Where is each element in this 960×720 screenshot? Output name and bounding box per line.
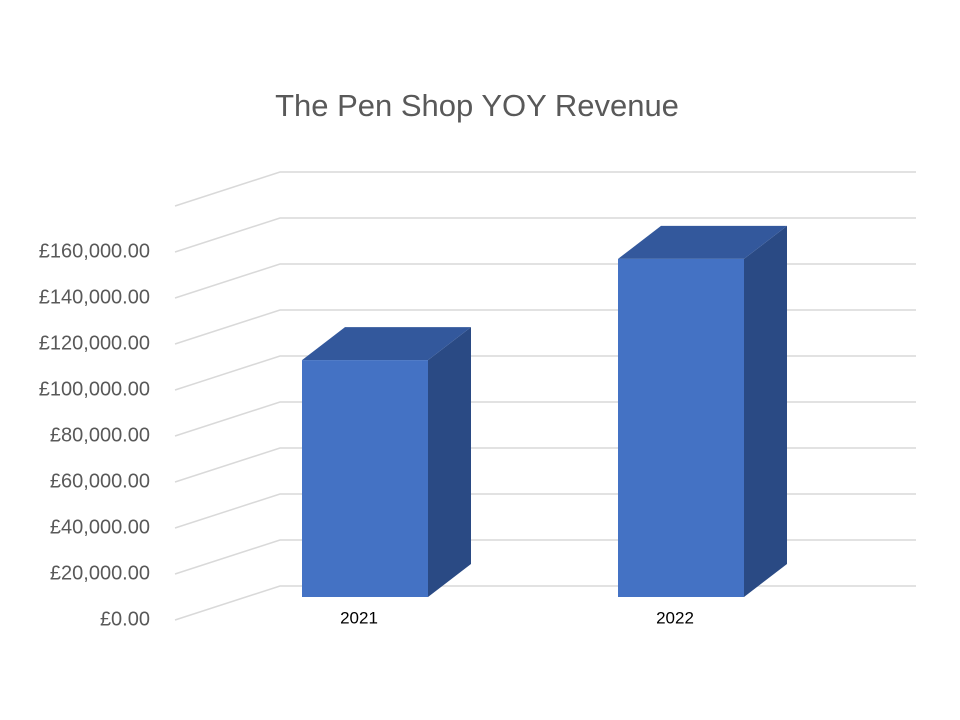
grid-line <box>174 217 916 253</box>
grid-line <box>174 539 916 575</box>
y-tick-label: £60,000.00 <box>50 470 150 492</box>
bar <box>618 258 744 597</box>
y-tick-label: £80,000.00 <box>50 424 150 446</box>
grid-line <box>174 493 916 529</box>
x-tick-label: 2022 <box>656 608 694 627</box>
bar-top <box>618 225 787 259</box>
grid-line <box>174 171 916 207</box>
bar-top <box>302 327 471 361</box>
y-tick-label: £100,000.00 <box>39 378 150 400</box>
y-tick-label: £20,000.00 <box>50 562 150 584</box>
grid-line <box>174 585 916 621</box>
bar-side <box>428 327 471 597</box>
x-tick-label: 2021 <box>340 608 378 627</box>
chart-title: The Pen Shop YOY Revenue <box>275 88 679 123</box>
grid-line <box>174 355 916 391</box>
grid-line <box>174 309 916 345</box>
y-tick-label: £160,000.00 <box>39 240 150 262</box>
grid-line <box>174 263 916 299</box>
grid-line <box>174 447 916 483</box>
y-tick-label: £120,000.00 <box>39 332 150 354</box>
bar-side <box>744 225 787 597</box>
y-tick-label: £140,000.00 <box>39 286 150 308</box>
y-tick-label: £40,000.00 <box>50 516 150 538</box>
grid-line <box>174 401 916 437</box>
y-tick-label: £0.00 <box>100 608 150 630</box>
bar <box>302 360 428 597</box>
